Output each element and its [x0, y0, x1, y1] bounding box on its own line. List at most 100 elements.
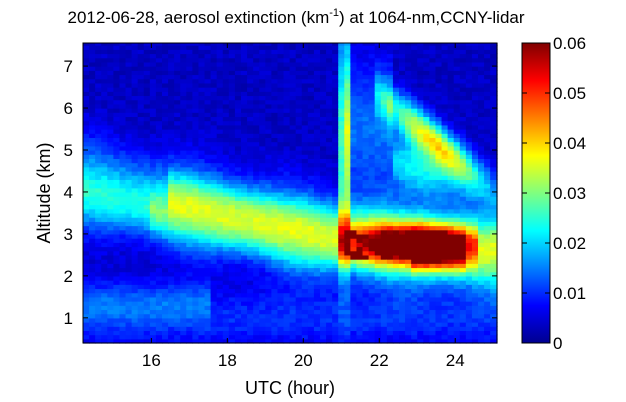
heatmap-cell: [386, 78, 394, 84]
heatmap-cell: [89, 187, 96, 193]
heatmap-cell: [362, 322, 370, 327]
heatmap-cell: [459, 133, 467, 139]
heatmap-cell: [107, 116, 114, 122]
heatmap-cell: [228, 225, 236, 231]
heatmap-cell: [471, 309, 479, 315]
heatmap-cell: [320, 133, 327, 139]
heatmap-cell: [362, 129, 370, 134]
heatmap-cell: [399, 158, 406, 164]
heatmap-cell: [411, 204, 418, 210]
heatmap-cell: [234, 120, 242, 126]
heatmap-cell: [386, 246, 394, 252]
heatmap-cell: [168, 326, 175, 332]
heatmap-cell: [320, 145, 327, 151]
heatmap-cell: [228, 204, 236, 210]
heatmap-cell: [429, 53, 437, 59]
heatmap-cell: [247, 317, 254, 323]
heatmap-cell: [344, 187, 351, 193]
heatmap-cell: [453, 187, 461, 193]
heatmap-cell: [411, 74, 418, 80]
heatmap-cell: [429, 212, 437, 218]
heatmap-cell: [447, 183, 455, 189]
heatmap-cell: [155, 217, 163, 222]
heatmap-cell: [162, 108, 169, 113]
heatmap-cell: [338, 179, 345, 185]
heatmap-cell: [253, 120, 260, 126]
heatmap-cell: [320, 191, 327, 197]
heatmap-cell: [283, 330, 291, 336]
heatmap-cell: [155, 82, 163, 88]
heatmap-cell: [186, 91, 193, 97]
heatmap-cell: [283, 317, 291, 323]
heatmap-cell: [125, 53, 133, 59]
heatmap-cell: [344, 149, 351, 155]
heatmap-cell: [192, 61, 200, 67]
heatmap-cell: [83, 166, 90, 172]
heatmap-cell: [234, 263, 242, 269]
heatmap-cell: [198, 259, 206, 264]
heatmap-cell: [259, 158, 266, 164]
heatmap-cell: [459, 313, 467, 319]
heatmap-cell: [356, 45, 364, 50]
heatmap-cell: [83, 53, 90, 59]
heatmap-cell: [350, 179, 358, 185]
heatmap-cell: [192, 120, 200, 126]
heatmap-cell: [253, 166, 260, 172]
heatmap-cell: [386, 116, 394, 122]
heatmap-cell: [344, 309, 351, 315]
heatmap-cell: [386, 263, 394, 269]
heatmap-cell: [174, 196, 181, 201]
heatmap-cell: [222, 208, 230, 214]
heatmap-cell: [313, 43, 321, 46]
heatmap-cell: [441, 145, 449, 151]
heatmap-cell: [107, 103, 114, 109]
heatmap-cell: [392, 267, 400, 273]
heatmap-cell: [447, 87, 455, 92]
heatmap-cell: [119, 162, 127, 168]
heatmap-cell: [320, 254, 327, 260]
heatmap-cell: [265, 233, 272, 239]
heatmap-cell: [198, 229, 206, 235]
heatmap-cell: [107, 99, 114, 105]
heatmap-cell: [143, 271, 151, 277]
heatmap-cell: [386, 70, 394, 76]
heatmap-cell: [417, 91, 424, 97]
heatmap-cell: [313, 204, 321, 210]
heatmap-cell: [143, 196, 151, 201]
heatmap-cell: [392, 212, 400, 218]
heatmap-cell: [453, 221, 461, 227]
heatmap-cell: [107, 120, 114, 126]
heatmap-cell: [362, 242, 370, 248]
heatmap-cell: [435, 175, 443, 180]
heatmap-cell: [423, 74, 430, 80]
heatmap-cell: [83, 296, 90, 302]
heatmap-cell: [368, 309, 376, 315]
heatmap-cell: [113, 45, 121, 50]
heatmap-cell: [490, 275, 497, 281]
heatmap-cell: [186, 45, 193, 50]
heatmap-cell: [192, 82, 200, 88]
heatmap-cell: [247, 120, 254, 126]
heatmap-cell: [374, 292, 382, 298]
heatmap-cell: [162, 229, 169, 235]
heatmap-cell: [453, 43, 461, 46]
heatmap-cell: [259, 284, 266, 290]
heatmap-cell: [83, 179, 90, 185]
heatmap-cell: [265, 162, 272, 168]
heatmap-cell: [435, 149, 443, 155]
heatmap-cell: [478, 191, 485, 197]
heatmap-cell: [435, 280, 443, 285]
heatmap-cell: [471, 322, 479, 327]
heatmap-cell: [101, 284, 108, 290]
heatmap-cell: [307, 53, 315, 59]
heatmap-cell: [107, 233, 114, 239]
heatmap-cell: [374, 120, 382, 126]
heatmap-cell: [210, 267, 218, 273]
heatmap-cell: [168, 124, 175, 130]
heatmap-cell: [289, 326, 297, 332]
heatmap-cell: [155, 280, 163, 285]
heatmap-cell: [465, 120, 473, 126]
heatmap-cell: [204, 183, 212, 189]
heatmap-cell: [392, 292, 400, 298]
heatmap-cell: [320, 322, 327, 327]
